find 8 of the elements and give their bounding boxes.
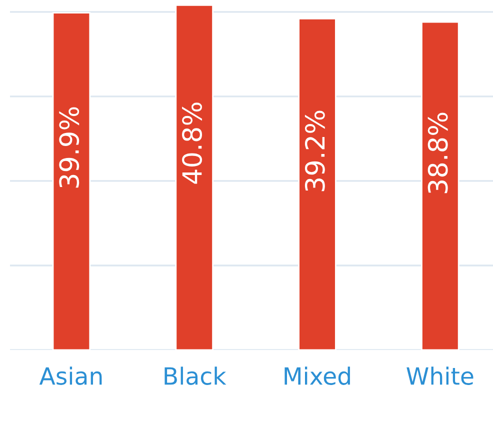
data-label: 40.8%: [182, 102, 202, 184]
x-tick-label: Asian: [39, 366, 102, 385]
data-label: 39.9%: [59, 107, 80, 188]
data-label: 38.8%: [428, 112, 448, 194]
data-label: 39.2%: [304, 110, 325, 192]
x-tick-label: Black: [164, 366, 226, 385]
x-tick-label: Mixed: [284, 366, 350, 385]
x-tick-label: White: [406, 366, 474, 385]
